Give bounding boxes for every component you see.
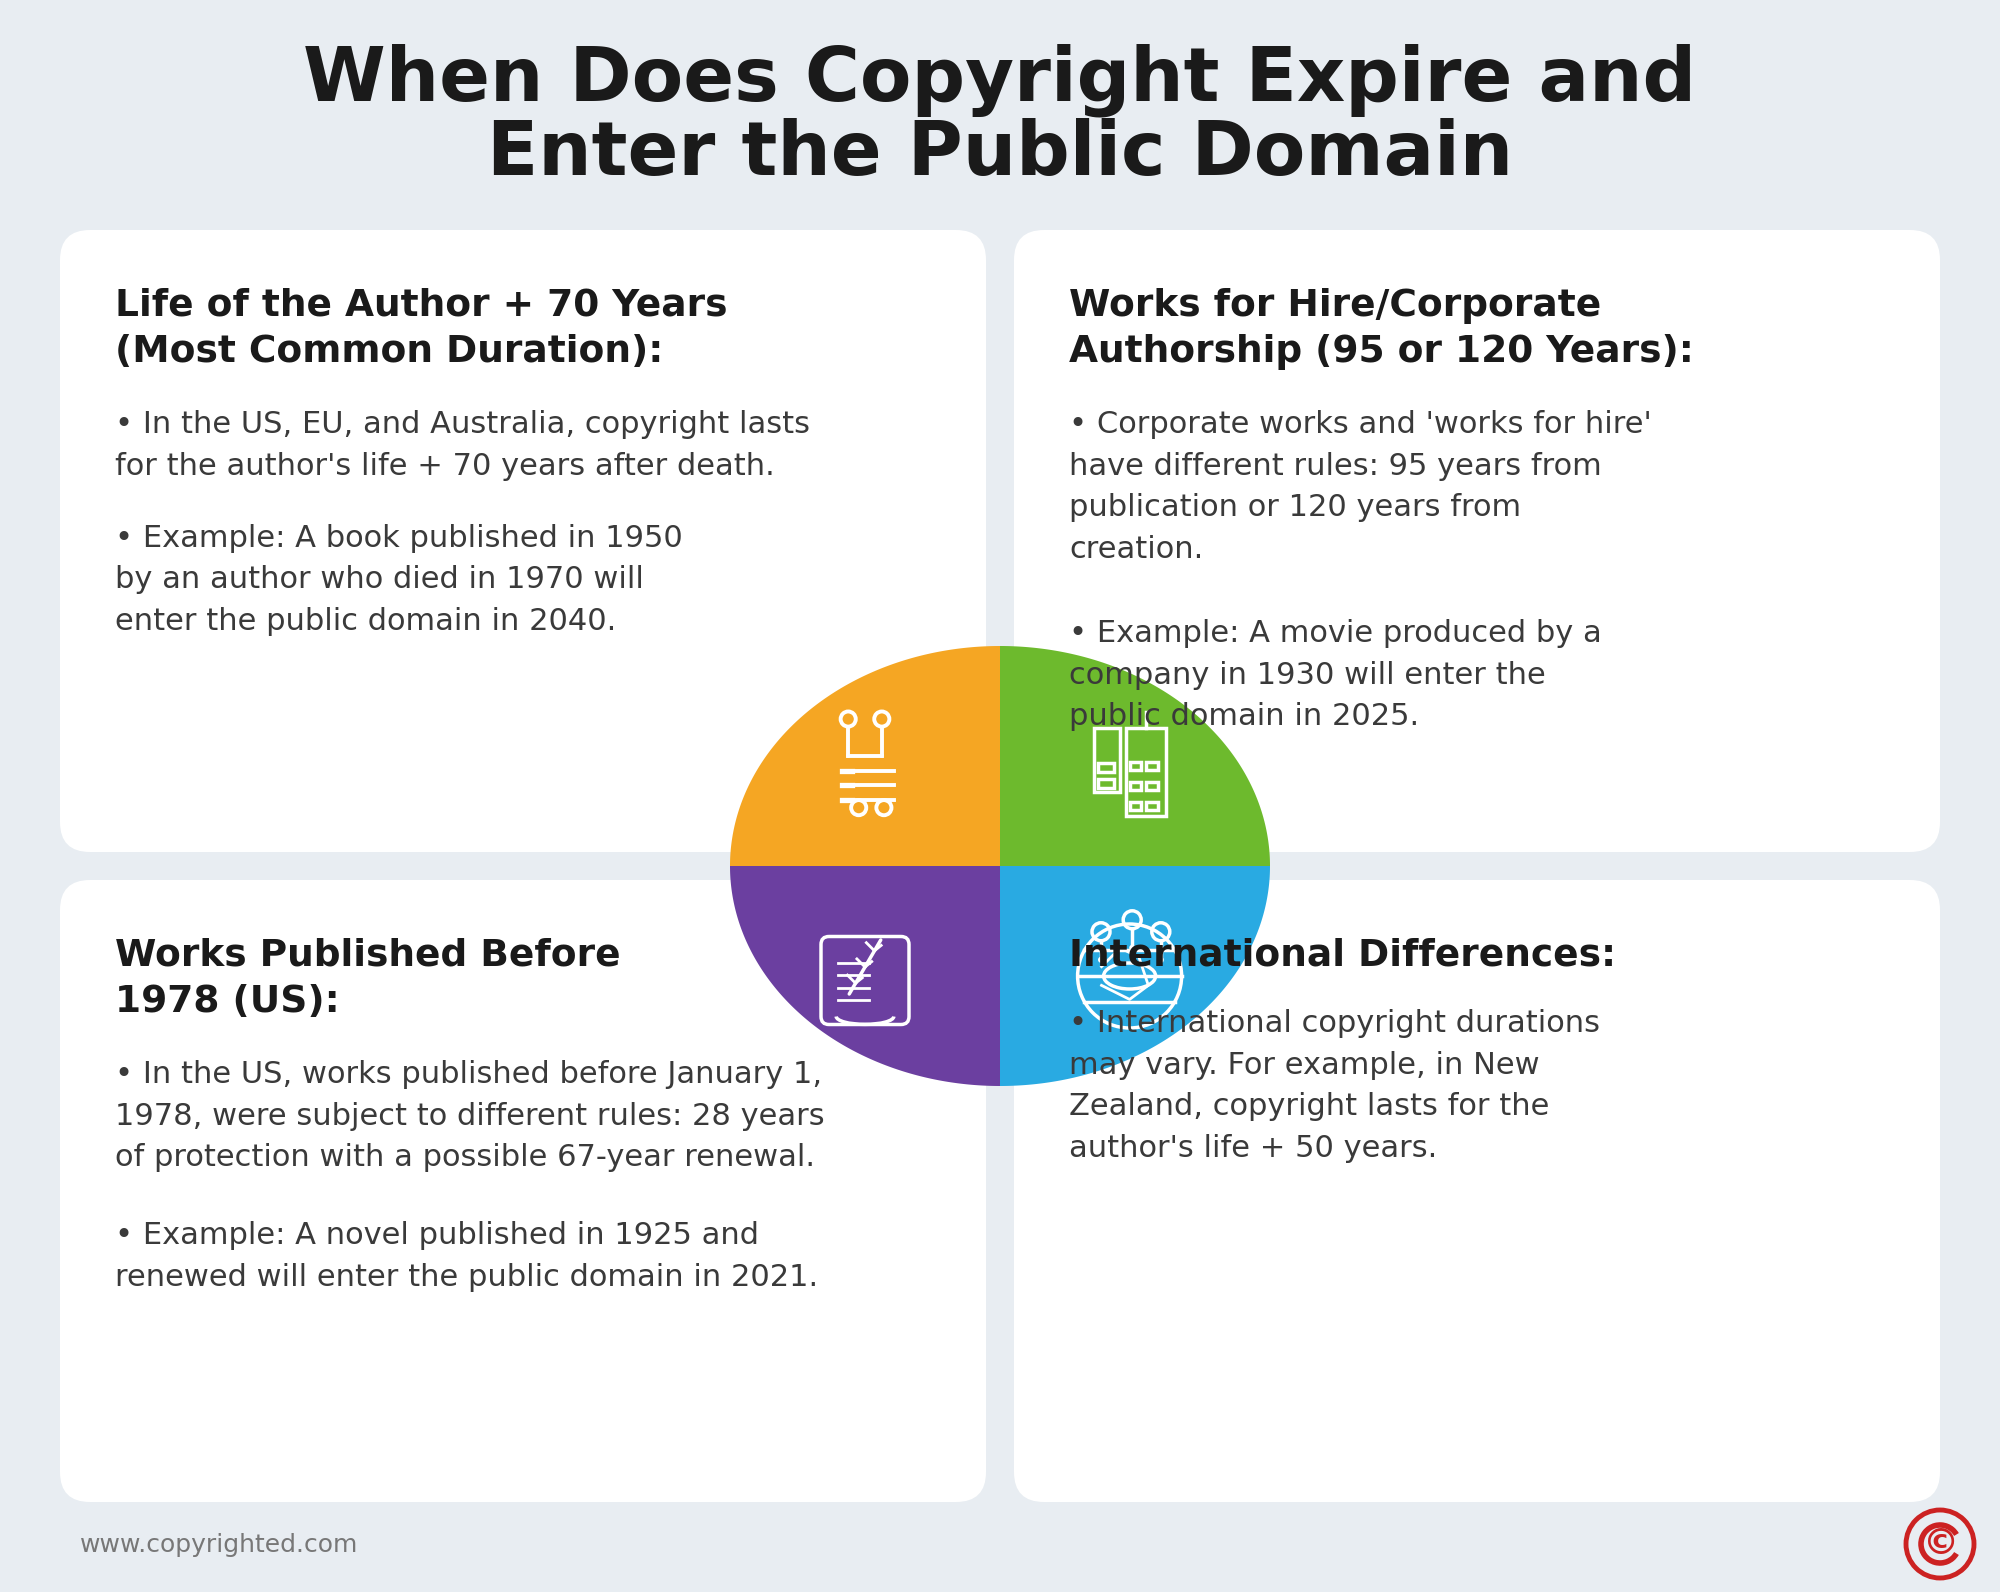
FancyBboxPatch shape [1014, 229, 1940, 852]
Bar [1126, 729, 1166, 817]
Polygon shape [730, 646, 1000, 866]
Text: Works for Hire/Corporate
Authorship (95 or 120 Years):: Works for Hire/Corporate Authorship (95 … [1068, 288, 1694, 369]
Text: Life of the Author + 70 Years
(Most Common Duration):: Life of the Author + 70 Years (Most Comm… [116, 288, 728, 369]
FancyBboxPatch shape [60, 880, 986, 1501]
Text: When Does Copyright Expire and: When Does Copyright Expire and [304, 43, 1696, 116]
Text: • Example: A novel published in 1925 and
renewed will enter the public domain in: • Example: A novel published in 1925 and… [116, 1221, 818, 1293]
Bar [1146, 782, 1158, 790]
Polygon shape [1000, 866, 1270, 1086]
Bar [1094, 729, 1120, 793]
Circle shape [1098, 957, 1104, 963]
Text: ©: © [1922, 1527, 1960, 1562]
Bar [1130, 782, 1140, 790]
Polygon shape [730, 866, 1000, 1086]
Bar [1130, 761, 1140, 771]
Text: • Example: A book published in 1950
by an author who died in 1970 will
enter the: • Example: A book published in 1950 by a… [116, 524, 682, 635]
Text: www.copyrighted.com: www.copyrighted.com [80, 1533, 358, 1557]
Bar [1098, 778, 1114, 788]
Bar [1130, 802, 1140, 810]
Text: Works Published Before
1978 (US):: Works Published Before 1978 (US): [116, 938, 620, 1020]
Text: • Example: A movie produced by a
company in 1930 will enter the
public domain in: • Example: A movie produced by a company… [1068, 619, 1602, 731]
Text: Enter the Public Domain: Enter the Public Domain [486, 118, 1514, 191]
Circle shape [1130, 944, 1136, 950]
Polygon shape [1000, 646, 1270, 866]
Bar [1098, 763, 1114, 772]
FancyBboxPatch shape [60, 229, 986, 852]
Bar [1146, 761, 1158, 771]
Circle shape [1158, 957, 1164, 963]
FancyBboxPatch shape [1014, 880, 1940, 1501]
Text: • In the US, EU, and Australia, copyright lasts
for the author's life + 70 years: • In the US, EU, and Australia, copyrigh… [116, 411, 810, 481]
Text: • International copyright durations
may vary. For example, in New
Zealand, copyr: • International copyright durations may … [1068, 1009, 1600, 1164]
Text: International Differences:: International Differences: [1068, 938, 1616, 974]
Text: • Corporate works and 'works for hire'
have different rules: 95 years from
publi: • Corporate works and 'works for hire' h… [1068, 411, 1652, 564]
Text: • In the US, works published before January 1,
1978, were subject to different r: • In the US, works published before Janu… [116, 1060, 824, 1172]
Bar [1146, 802, 1158, 810]
